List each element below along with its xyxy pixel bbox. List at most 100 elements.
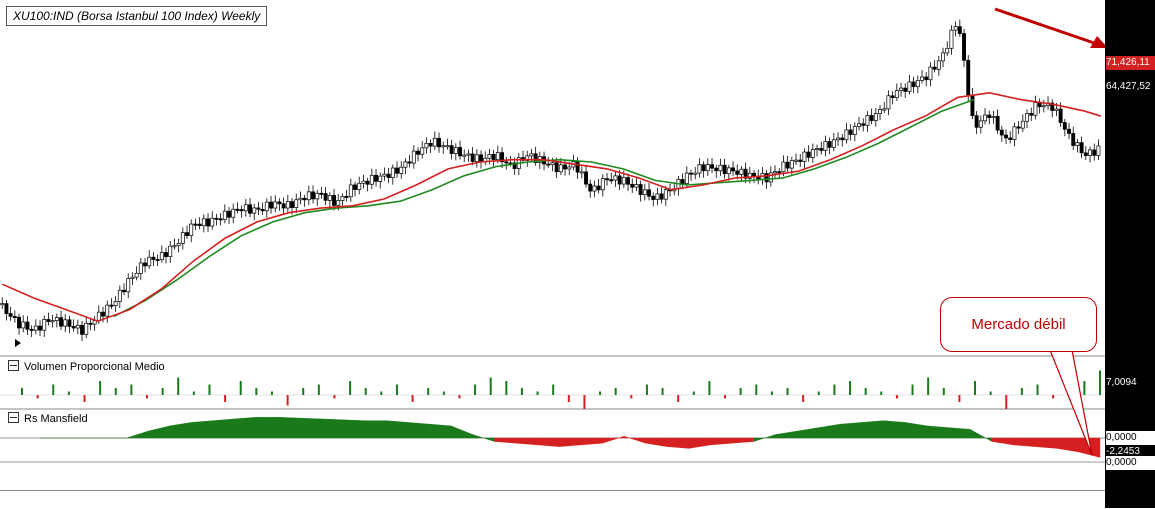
candle-body	[432, 137, 437, 147]
candle-body	[550, 162, 555, 166]
candle-body	[466, 153, 471, 156]
candle-body	[647, 189, 651, 197]
candle-body	[920, 76, 924, 81]
candle-body	[983, 114, 987, 122]
candle-body	[584, 171, 588, 185]
rs-area-segment	[623, 435, 646, 444]
rs-pane-label: Rs Mansfield	[8, 411, 88, 425]
volume-bar	[880, 391, 883, 395]
candle-body	[0, 303, 5, 306]
volume-bar	[645, 384, 648, 395]
candle-body	[151, 256, 156, 260]
rs-area-segment	[688, 437, 711, 449]
candle-body	[915, 80, 920, 88]
candle-body	[260, 208, 265, 212]
candle-body	[1050, 102, 1055, 111]
candle-body	[176, 243, 181, 247]
candle-body	[336, 200, 341, 206]
candle-body	[80, 324, 84, 335]
candle-body	[399, 166, 404, 174]
candle-body	[445, 145, 450, 148]
candle-body	[248, 204, 252, 214]
candle-body	[941, 52, 945, 62]
candle-body	[420, 147, 425, 155]
volume-bar	[927, 377, 930, 395]
candle-body	[882, 108, 887, 111]
collapse-icon[interactable]	[8, 360, 19, 371]
candle-body	[185, 232, 189, 236]
candle-body	[315, 192, 320, 200]
candle-body	[504, 161, 509, 164]
volume-bar	[599, 391, 602, 395]
rs-area-segment	[277, 416, 300, 439]
candle-body	[243, 204, 248, 212]
candle-body	[214, 217, 219, 220]
candle-body	[626, 177, 630, 185]
candle-body	[130, 276, 135, 279]
candle-body	[109, 304, 114, 307]
candle-body	[869, 115, 874, 121]
candle-body	[273, 201, 278, 209]
candle-body	[1008, 137, 1013, 140]
candle-body	[924, 76, 929, 81]
volume-bar	[614, 388, 617, 395]
candle-body	[735, 170, 740, 175]
candle-body	[609, 179, 614, 182]
candle-body	[138, 262, 143, 274]
candle-body	[773, 171, 777, 174]
candle-body	[861, 123, 866, 126]
candle-body	[630, 183, 635, 188]
candle-body	[290, 201, 294, 208]
candle-body	[588, 183, 593, 192]
candle-body	[96, 311, 101, 322]
candle-body	[59, 317, 63, 327]
rs-area-segment	[126, 430, 149, 439]
rs-area-segment	[342, 419, 365, 439]
candle-body	[899, 87, 903, 91]
candle-body	[995, 116, 1000, 131]
candle-body	[29, 328, 34, 331]
candle-body	[911, 81, 916, 88]
candle-body	[785, 161, 790, 169]
volume-bar	[489, 377, 492, 395]
collapse-icon[interactable]	[8, 412, 19, 423]
rs-value-tag: -2,2453	[1106, 446, 1140, 457]
candle-body	[201, 218, 206, 227]
volume-bar	[942, 388, 945, 395]
candle-body	[714, 167, 719, 172]
candle-body	[386, 173, 391, 178]
candle-body	[710, 164, 714, 169]
volume-bar	[552, 384, 555, 395]
volume-bar	[630, 395, 633, 399]
rs-area-segment	[602, 435, 625, 444]
candle-body	[617, 175, 622, 185]
candle-body	[1020, 120, 1025, 129]
candle-body	[424, 142, 429, 149]
candle-body	[1088, 149, 1092, 156]
rs-lower-tag: 0,0000	[1106, 456, 1155, 470]
rs-area-segment	[905, 422, 928, 439]
candle-body	[298, 197, 303, 201]
candle-body	[75, 324, 80, 329]
candle-body	[332, 195, 336, 206]
candle-body	[731, 167, 735, 172]
candle-body	[340, 195, 345, 201]
candle-body	[680, 179, 685, 184]
candle-body	[697, 164, 702, 174]
candle-body	[172, 245, 177, 248]
candle-body	[945, 47, 950, 54]
candle-body	[403, 161, 408, 168]
candle-body	[953, 26, 958, 31]
candle-body	[726, 167, 731, 175]
candle-body	[306, 191, 311, 201]
candle-body	[819, 148, 824, 151]
candle-body	[71, 326, 76, 329]
play-icon[interactable]	[15, 339, 21, 347]
volume-bar	[849, 381, 852, 395]
candle-body	[281, 203, 286, 209]
candle-body	[12, 316, 17, 318]
candle-body	[88, 322, 93, 325]
candle-body	[67, 319, 72, 327]
candle-body	[1083, 152, 1088, 156]
candle-body	[197, 223, 202, 227]
